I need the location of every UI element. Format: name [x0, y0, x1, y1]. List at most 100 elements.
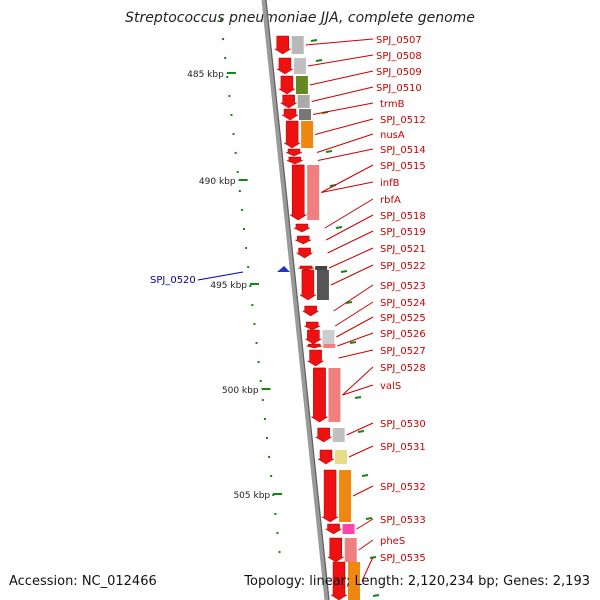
gene-arrow-SPJ_0507[interactable]	[273, 35, 292, 55]
gene-label-SPJ_0507[interactable]: SPJ_0507	[376, 35, 422, 46]
gene-category-band	[323, 344, 336, 348]
gene-category-band	[348, 562, 361, 600]
gene-label-SPJ_0525[interactable]: SPJ_0525	[380, 313, 426, 324]
gene-label-pheS[interactable]: pheS	[380, 536, 405, 547]
gene-category-band	[293, 58, 306, 74]
gene-arrow-SPJ_0509[interactable]	[278, 75, 296, 95]
gene-label-SPJ_0515[interactable]: SPJ_0515	[380, 161, 426, 172]
feature-tick	[354, 396, 362, 399]
gene-label-SPJ_0526[interactable]: SPJ_0526	[380, 329, 426, 340]
gene-label-SPJ_0533[interactable]: SPJ_0533	[380, 515, 426, 526]
gene-arrow-SPJ_0510[interactable]	[279, 94, 298, 109]
gene-arrow-SPJ_0514[interactable]	[286, 156, 303, 165]
gene-arrow-SPJ_0523[interactable]	[301, 305, 320, 317]
gene-category-band	[334, 450, 347, 464]
gene-arrow-SPJ_0533[interactable]	[324, 523, 343, 535]
label-leader-line	[346, 422, 374, 436]
gene-arrow-SPJ_0527[interactable]	[306, 349, 325, 367]
gene-label-SPJ_0535[interactable]: SPJ_0535	[380, 553, 426, 564]
gene-arrow-SPJ_0518[interactable]	[295, 235, 312, 245]
label-leader-line	[356, 518, 374, 530]
gene-arrow-SPJ_0531[interactable]	[317, 449, 335, 465]
gene-arrow-SPJ_0521[interactable]	[298, 265, 315, 271]
gene-label-SPJ_0509[interactable]: SPJ_0509	[376, 67, 422, 78]
gene-label-trmB[interactable]: trmB	[380, 99, 405, 110]
label-leader-line	[352, 485, 374, 497]
label-leader-line	[336, 316, 374, 338]
gene-arrow-SPJ_0530[interactable]	[314, 427, 333, 443]
ruler-label: 495 kbp	[210, 281, 247, 291]
gene-category-band	[315, 266, 328, 270]
gene-label-nusA[interactable]: nusA	[380, 130, 405, 141]
label-leader-line	[311, 86, 374, 102]
gene-category-band	[301, 121, 314, 148]
label-leader-line	[342, 366, 374, 396]
chromosome-backbone-edge	[265, 0, 330, 600]
gene-category-band	[307, 165, 320, 220]
gene-label-SPJ_0524[interactable]: SPJ_0524	[380, 298, 426, 309]
gene-label-SPJ_0528[interactable]: SPJ_0528	[380, 363, 426, 374]
feature-tick	[335, 226, 343, 229]
gene-category-band	[332, 428, 345, 442]
gene-label-SPJ_0531[interactable]: SPJ_0531	[380, 442, 426, 453]
gene-label-infB[interactable]: infB	[380, 178, 400, 189]
gene-label-SPJ_0521[interactable]: SPJ_0521	[380, 244, 426, 255]
gene-label-rbfA[interactable]: rbfA	[380, 195, 401, 206]
gene-arrow-SPJ_0508[interactable]	[276, 57, 294, 75]
label-leader-line	[328, 247, 374, 269]
gene-category-band	[339, 470, 352, 522]
gene-category-band	[344, 538, 357, 562]
gene-arrow-SPJ_0522[interactable]	[299, 269, 317, 301]
gene-arrow-SPJ_0524[interactable]	[304, 321, 321, 331]
gene-arrow-SPJ_0519[interactable]	[295, 247, 314, 259]
gene-arrow-nusA[interactable]	[285, 148, 303, 157]
gene-arrow-SPJ_0512[interactable]	[283, 120, 301, 149]
label-leader-line	[330, 264, 374, 286]
gene-category-band	[316, 270, 329, 300]
gene-label-SPJ_0522[interactable]: SPJ_0522	[380, 261, 426, 272]
gene-arrow-rbfA[interactable]	[293, 223, 311, 233]
gene-arrow-pheS[interactable]	[326, 537, 345, 563]
gene-label-SPJ_0508[interactable]: SPJ_0508	[376, 51, 422, 62]
gene-label-SPJ_0514[interactable]: SPJ_0514	[380, 145, 426, 156]
gene-arrow-SPJ_0532[interactable]	[321, 469, 339, 523]
highlight-gene-label[interactable]: SPJ_0520	[150, 275, 196, 286]
gene-category-band	[322, 330, 335, 344]
label-leader-line	[305, 38, 374, 46]
label-leader-line	[348, 445, 374, 458]
label-leader-line	[342, 384, 374, 396]
label-leader-line	[309, 70, 374, 86]
ruler-label: 500 kbp	[222, 386, 259, 396]
label-leader-line	[361, 556, 374, 582]
gene-arrow-SPJ_0526[interactable]	[306, 343, 323, 349]
label-leader-line	[316, 133, 374, 153]
chromosome-backbone	[261, 0, 330, 600]
map-title: Streptococcus pneumoniae JJA, complete g…	[125, 10, 475, 26]
highlight-marker[interactable]	[277, 266, 290, 272]
label-leader-line	[325, 214, 374, 241]
gene-label-SPJ_0530[interactable]: SPJ_0530	[380, 419, 426, 430]
gene-label-SPJ_0523[interactable]: SPJ_0523	[380, 281, 426, 292]
highlight-leader-line	[197, 271, 244, 281]
gene-label-SPJ_0512[interactable]: SPJ_0512	[380, 115, 426, 126]
gene-label-SPJ_0518[interactable]: SPJ_0518	[380, 211, 426, 222]
gene-label-valS[interactable]: valS	[380, 381, 401, 392]
gene-arrow-SPJ_0525[interactable]	[304, 329, 323, 345]
feature-tick	[345, 301, 353, 304]
ruler-label: 485 kbp	[187, 70, 224, 80]
label-leader-line	[333, 284, 374, 312]
label-leader-line	[358, 539, 374, 551]
feature-tick	[372, 594, 380, 597]
gene-label-SPJ_0510[interactable]: SPJ_0510	[376, 83, 422, 94]
gene-arrow-infB[interactable]	[289, 164, 308, 221]
gene-arrow-SPJ_0535[interactable]	[330, 561, 348, 600]
feature-tick	[340, 270, 348, 273]
gene-arrow-trmB[interactable]	[281, 108, 299, 121]
gene-category-band	[291, 36, 304, 54]
gene-label-SPJ_0519[interactable]: SPJ_0519	[380, 227, 426, 238]
label-leader-line	[317, 148, 374, 161]
gene-label-SPJ_0532[interactable]: SPJ_0532	[380, 482, 426, 493]
gene-label-SPJ_0527[interactable]: SPJ_0527	[380, 346, 426, 357]
gene-arrow-valS[interactable]	[310, 367, 329, 423]
